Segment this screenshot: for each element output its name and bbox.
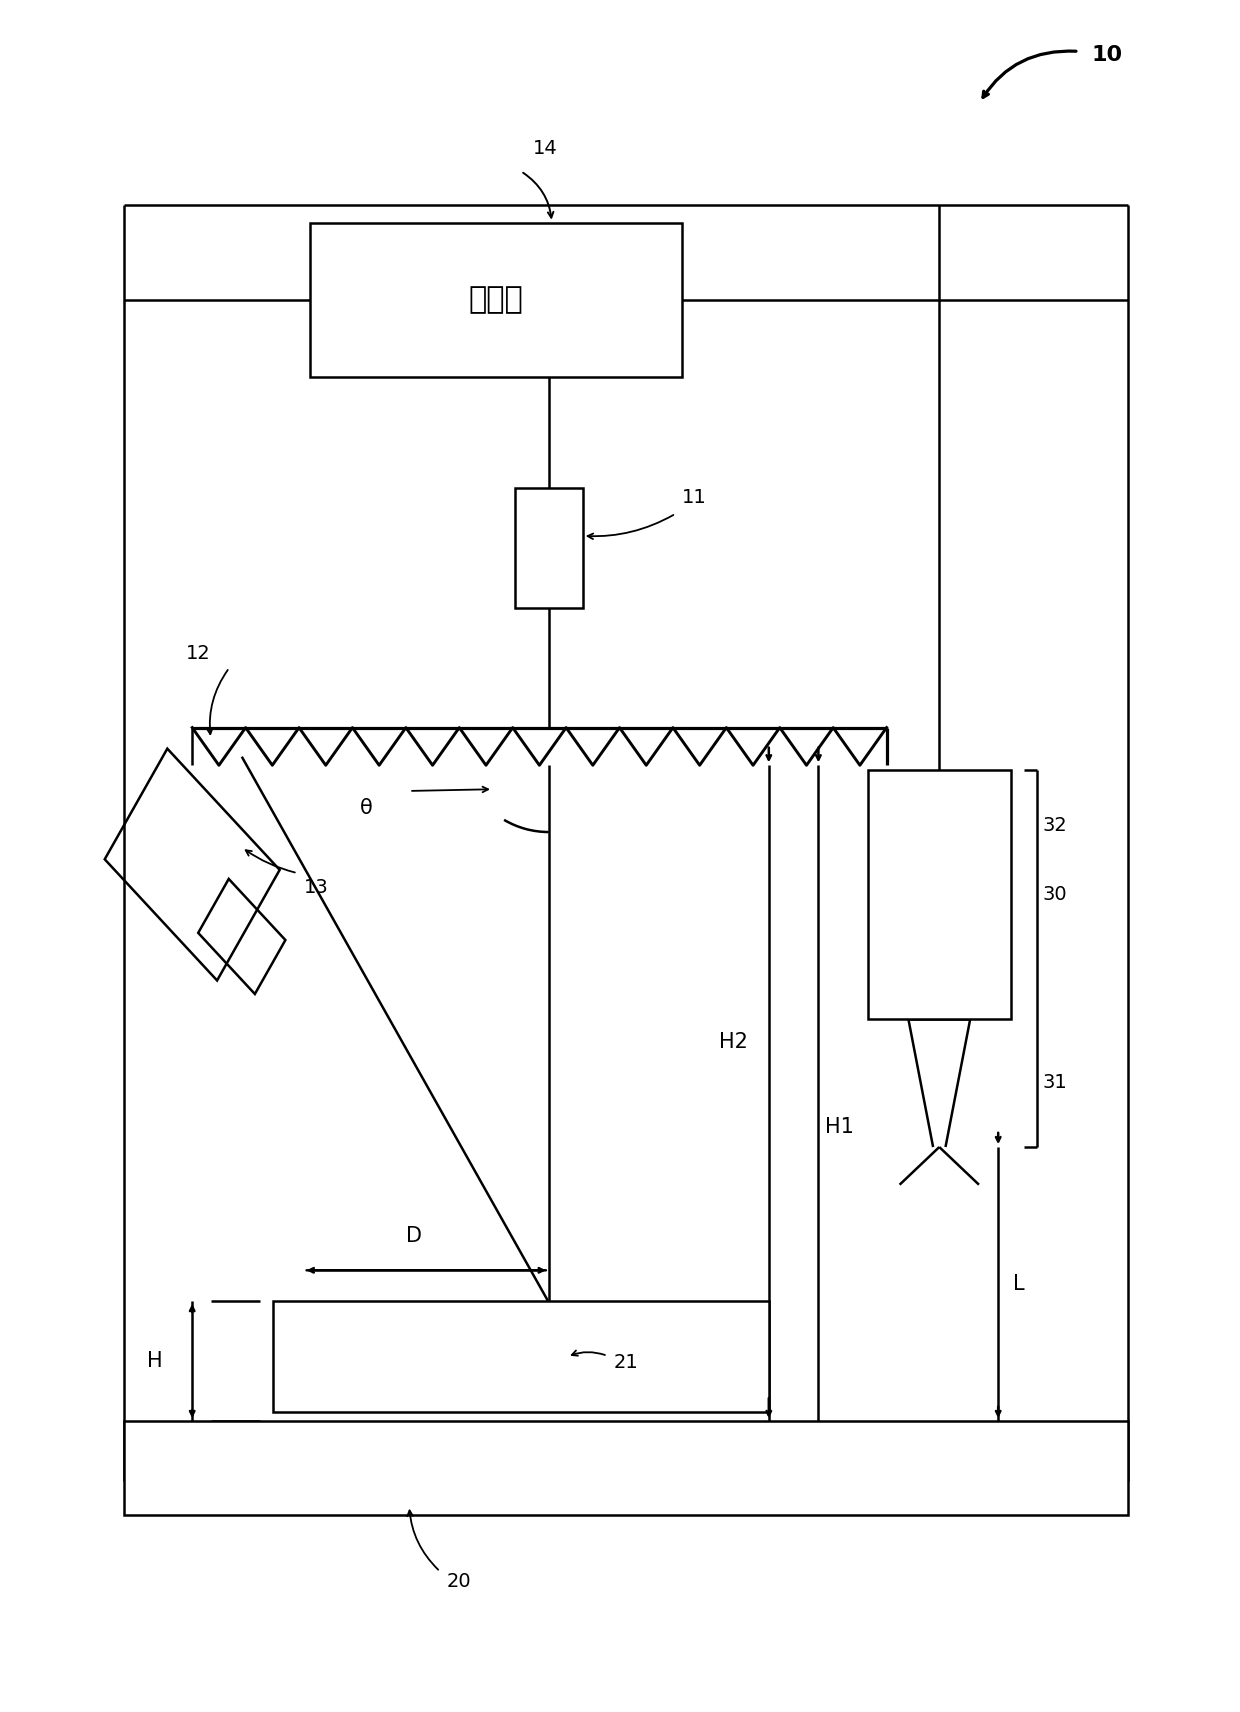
Text: 31: 31 [1043, 1073, 1068, 1092]
Text: θ: θ [360, 798, 372, 818]
Bar [273, 1301, 769, 1412]
Text: 10: 10 [1091, 45, 1122, 65]
Text: 32: 32 [1043, 815, 1068, 834]
Text: 13: 13 [304, 878, 329, 897]
Bar [868, 770, 1011, 1019]
Text: 30: 30 [1043, 885, 1068, 904]
Text: 12: 12 [186, 644, 211, 663]
Bar [515, 488, 583, 608]
Text: D: D [405, 1226, 422, 1246]
Bar [310, 223, 682, 377]
Text: H: H [148, 1351, 162, 1371]
Text: 控制器: 控制器 [469, 286, 523, 313]
Text: H2: H2 [719, 1032, 748, 1051]
Text: 14: 14 [533, 139, 558, 158]
Text: 21: 21 [614, 1352, 639, 1373]
Text: 20: 20 [446, 1572, 471, 1592]
Text: L: L [1013, 1274, 1024, 1294]
Bar [124, 1421, 1128, 1515]
Text: H1: H1 [825, 1118, 853, 1137]
Text: 11: 11 [682, 488, 707, 507]
